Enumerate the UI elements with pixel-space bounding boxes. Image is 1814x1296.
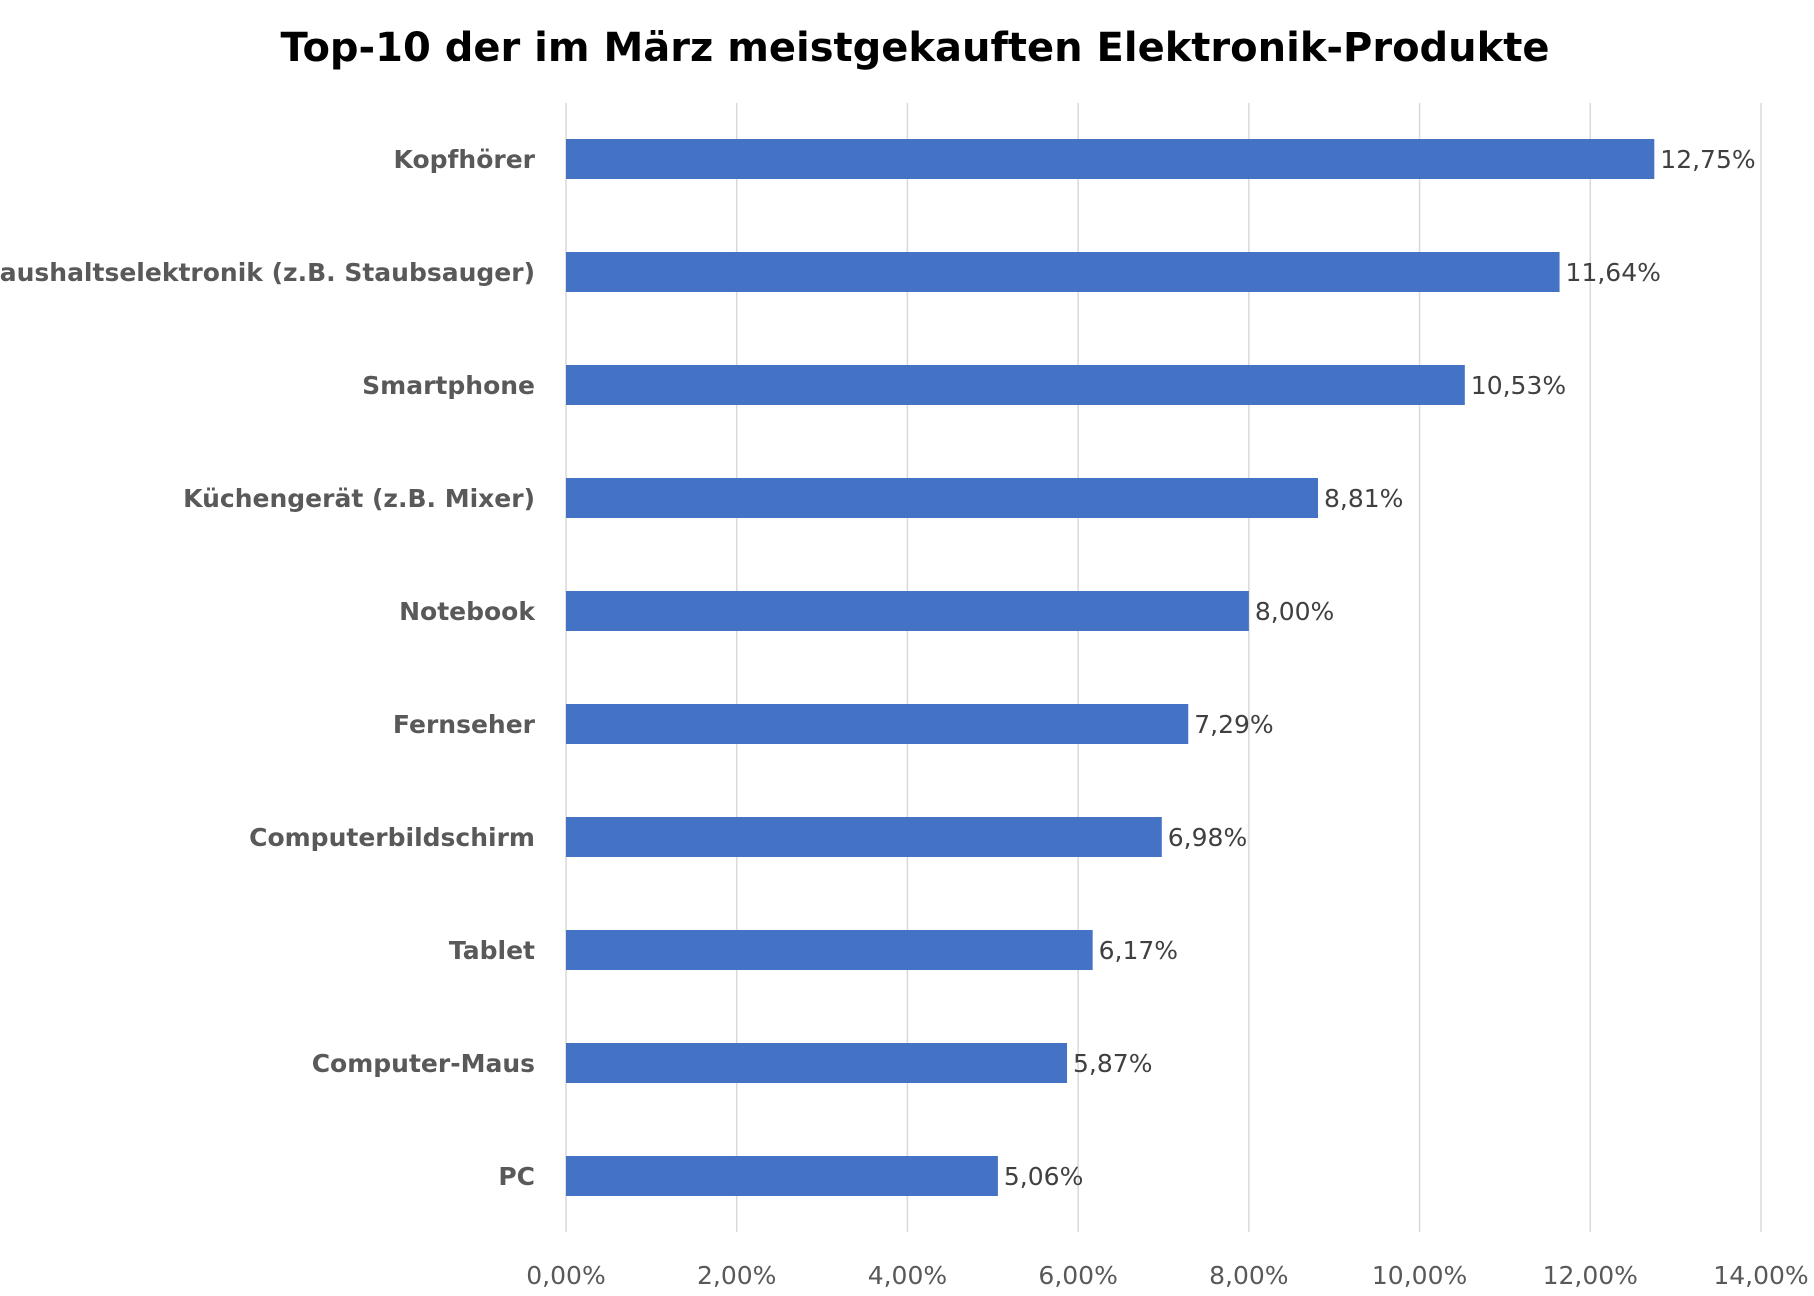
- bar: [566, 478, 1318, 518]
- x-tick-label: 14,00%: [1713, 1261, 1808, 1290]
- bar: [566, 704, 1189, 744]
- category-label: Kopfhörer: [394, 145, 536, 174]
- data-label: 5,06%: [1004, 1162, 1083, 1191]
- x-tick-label: 10,00%: [1372, 1261, 1467, 1290]
- bar: [566, 817, 1162, 857]
- bar: [566, 1043, 1068, 1083]
- data-label: 11,64%: [1566, 258, 1661, 287]
- bar: [566, 930, 1093, 970]
- x-tick-label: 8,00%: [1209, 1261, 1288, 1290]
- x-tick-label: 6,00%: [1038, 1261, 1117, 1290]
- data-label: 8,00%: [1255, 597, 1334, 626]
- x-axis-tick-labels: 0,00% 2,00% 4,00% 6,00% 8,00% 10,00% 12,00% 14,…: [526, 1261, 1808, 1290]
- x-tick-label: 0,00%: [526, 1261, 605, 1290]
- category-label: Fernseher: [393, 710, 536, 739]
- category-label: Notebook: [399, 597, 536, 626]
- bars: [566, 139, 1655, 1196]
- category-label: Küchengerät (z.B. Mixer): [183, 484, 535, 513]
- category-label: Haushaltselektronik (z.B. Staubsauger): [0, 258, 535, 287]
- bar: [566, 252, 1560, 292]
- chart-title: Top-10 der im März meistgekauften Elektr…: [280, 25, 1549, 71]
- category-label: PC: [498, 1162, 535, 1191]
- bar: [566, 139, 1655, 179]
- bar: [566, 591, 1249, 631]
- category-label: Tablet: [449, 936, 535, 965]
- data-label: 6,98%: [1168, 823, 1247, 852]
- bar: [566, 365, 1465, 405]
- x-tick-label: 12,00%: [1543, 1261, 1638, 1290]
- category-label: Computer-Maus: [312, 1049, 535, 1078]
- data-label: 6,17%: [1099, 936, 1178, 965]
- data-label: 8,81%: [1324, 484, 1403, 513]
- data-label: 5,87%: [1073, 1049, 1152, 1078]
- category-labels: Kopfhörer Haushaltselektronik (z.B. Staub…: [0, 145, 536, 1191]
- bar: [566, 1156, 998, 1196]
- category-label: Computerbildschirm: [249, 823, 535, 852]
- x-tick-label: 2,00%: [697, 1261, 776, 1290]
- data-label: 12,75%: [1660, 145, 1755, 174]
- data-label: 10,53%: [1471, 371, 1566, 400]
- value-labels: 12,75% 11,64% 10,53% 8,81% 8,00% 7,29% 6,98% 6,…: [1004, 145, 1756, 1191]
- x-tick-label: 4,00%: [868, 1261, 947, 1290]
- category-label: Smartphone: [362, 371, 535, 400]
- data-label: 7,29%: [1194, 710, 1273, 739]
